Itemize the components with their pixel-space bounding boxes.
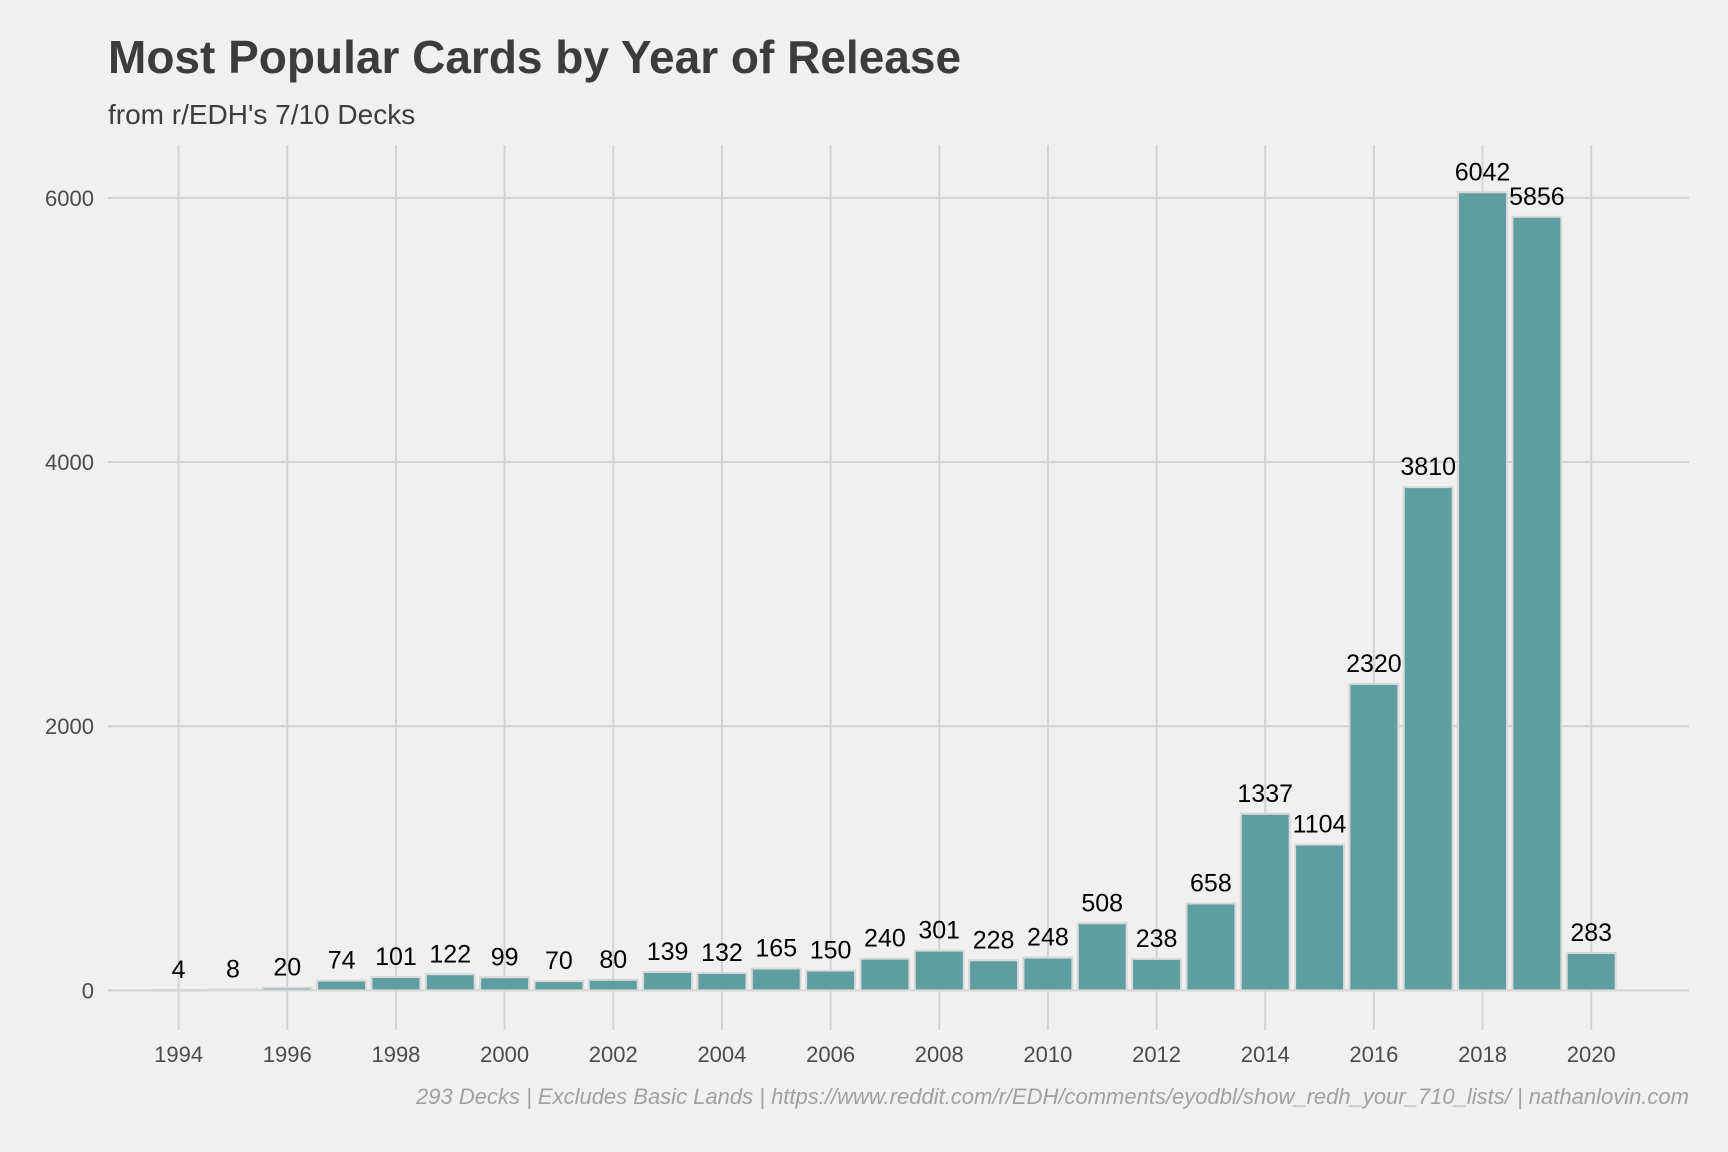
data-label-2000: 99: [491, 943, 519, 971]
x-tick-label: 2002: [589, 1042, 638, 1067]
data-label-2014: 1337: [1237, 780, 1293, 808]
bar-2000: [479, 976, 531, 992]
bar-2009: [968, 959, 1020, 992]
bar-2019: [1511, 215, 1563, 992]
bar-1995: [207, 988, 259, 992]
bar-2001: [533, 980, 585, 992]
x-tick-label: 2010: [1023, 1042, 1072, 1067]
x-tick-label: 2000: [480, 1042, 529, 1067]
data-label-2007: 240: [864, 925, 906, 953]
bar-2013: [1185, 902, 1237, 992]
data-label-1999: 122: [429, 940, 471, 968]
bar-2016: [1348, 682, 1400, 992]
bar-2006: [805, 969, 857, 992]
bar-1998: [370, 976, 422, 992]
y-tick-label: 2000: [45, 714, 94, 739]
y-tick-label: 4000: [45, 450, 94, 475]
x-tick-label: 1996: [263, 1042, 312, 1067]
bar-1999: [424, 973, 476, 992]
x-tick-label: 2020: [1567, 1042, 1616, 1067]
data-label-2004: 132: [701, 939, 743, 967]
data-label-layer: 4 8 20 74 101 122 99 70 80 139 132 165 150 240 301 228 2…: [172, 158, 1612, 984]
y-tick-label: 0: [82, 978, 94, 1003]
x-tick-label: 2012: [1132, 1042, 1181, 1067]
chart-subtitle: from r/EDH's 7/10 Decks: [108, 99, 415, 130]
bar-1994: [153, 988, 205, 992]
data-label-2011: 508: [1081, 889, 1123, 917]
data-label-2012: 238: [1136, 925, 1178, 953]
data-label-2010: 248: [1027, 924, 1069, 952]
bar-2010: [1022, 956, 1074, 992]
chart-caption: 293 Decks | Excludes Basic Lands | https…: [415, 1084, 1689, 1109]
data-label-2013: 658: [1190, 869, 1232, 897]
data-label-1996: 20: [273, 954, 301, 982]
bar-2008: [913, 949, 965, 992]
bar-2017: [1402, 486, 1454, 992]
data-label-2006: 150: [810, 937, 852, 965]
data-label-2017: 3810: [1400, 453, 1456, 481]
data-label-2009: 228: [973, 926, 1015, 954]
data-label-1997: 74: [328, 947, 356, 975]
x-tick-label: 2004: [697, 1042, 746, 1067]
bar-2011: [1076, 922, 1128, 992]
x-tick-label: 2006: [806, 1042, 855, 1067]
bar-2018: [1457, 191, 1508, 992]
data-label-1998: 101: [375, 943, 417, 971]
bar-1997: [316, 979, 368, 992]
data-label-2019: 5856: [1509, 183, 1565, 211]
bar-2004: [696, 971, 748, 992]
bar-2007: [859, 957, 911, 992]
bar-2020: [1565, 951, 1617, 992]
data-label-2005: 165: [755, 935, 797, 963]
data-label-2001: 70: [545, 947, 573, 975]
bar-2003: [642, 971, 694, 992]
x-tick-label: 2008: [915, 1042, 964, 1067]
bar-2005: [750, 967, 802, 992]
x-tick-label: 2014: [1241, 1042, 1290, 1067]
bar-2002: [587, 978, 639, 992]
data-label-2002: 80: [599, 946, 627, 974]
bar-2014: [1239, 812, 1291, 992]
y-tick-label: 6000: [45, 186, 94, 211]
bar-2012: [1131, 957, 1183, 992]
x-tick-label: 2016: [1349, 1042, 1398, 1067]
chart-title: Most Popular Cards by Year of Release: [108, 31, 961, 83]
data-label-1995: 8: [226, 955, 240, 983]
data-label-2003: 139: [647, 938, 689, 966]
data-label-2020: 283: [1570, 919, 1612, 947]
data-label-2008: 301: [918, 917, 960, 945]
data-label-1994: 4: [172, 956, 186, 984]
x-tick-label: 2018: [1458, 1042, 1507, 1067]
x-tick-label: 1998: [371, 1042, 420, 1067]
data-label-2016: 2320: [1346, 650, 1402, 678]
axis-layer: 0 2000 4000 6000 1994 1996 1998 2000 2002 2004 200…: [45, 186, 1616, 1067]
bar-1996: [261, 986, 313, 992]
data-label-2018: 6042: [1455, 158, 1511, 186]
bar-layer: [153, 191, 1617, 992]
bar-2015: [1294, 843, 1346, 992]
data-label-2015: 1104: [1293, 811, 1347, 839]
x-tick-label: 1994: [154, 1042, 203, 1067]
